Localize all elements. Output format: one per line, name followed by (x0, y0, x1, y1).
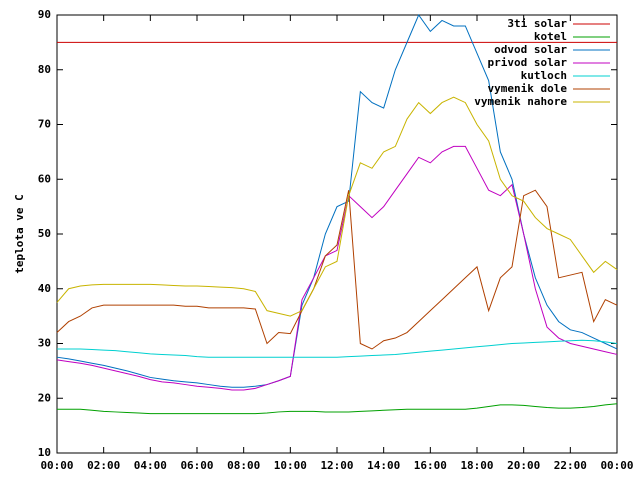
x-tick-label: 04:00 (134, 459, 167, 472)
legend-label: kotel (534, 30, 567, 43)
x-tick-label: 18:00 (460, 459, 493, 472)
legend-label: privod solar (488, 56, 568, 69)
y-tick-label: 40 (38, 282, 51, 295)
y-tick-label: 60 (38, 172, 51, 185)
y-tick-label: 10 (38, 446, 51, 459)
legend-label: kutloch (521, 69, 567, 82)
y-axis-label: teplota ve C (13, 194, 26, 273)
x-tick-label: 06:00 (180, 459, 213, 472)
legend-label: odvod solar (494, 43, 567, 56)
x-tick-label: 02:00 (87, 459, 120, 472)
x-tick-label: 16:00 (414, 459, 447, 472)
y-tick-label: 30 (38, 337, 51, 350)
y-tick-label: 80 (38, 63, 51, 76)
x-tick-label: 14:00 (367, 459, 400, 472)
y-tick-label: 50 (38, 227, 51, 240)
x-tick-label: 10:00 (274, 459, 307, 472)
x-tick-label: 00:00 (40, 459, 73, 472)
x-tick-label: 22:00 (554, 459, 587, 472)
x-tick-label: 00:00 (600, 459, 633, 472)
y-tick-label: 90 (38, 8, 51, 21)
series-line (57, 403, 618, 415)
series-line (56, 189, 618, 350)
x-tick-label: 12:00 (320, 459, 353, 472)
series-line (56, 96, 618, 317)
series-line (56, 145, 618, 391)
legend-label: vymenik nahore (474, 95, 567, 108)
x-tick-label: 20:00 (507, 459, 540, 472)
legend-label: vymenik dole (488, 82, 568, 95)
y-tick-label: 20 (38, 391, 51, 404)
y-tick-label: 70 (38, 118, 51, 131)
legend-label: 3ti solar (507, 17, 567, 30)
series-line (57, 339, 618, 358)
x-tick-label: 08:00 (227, 459, 260, 472)
